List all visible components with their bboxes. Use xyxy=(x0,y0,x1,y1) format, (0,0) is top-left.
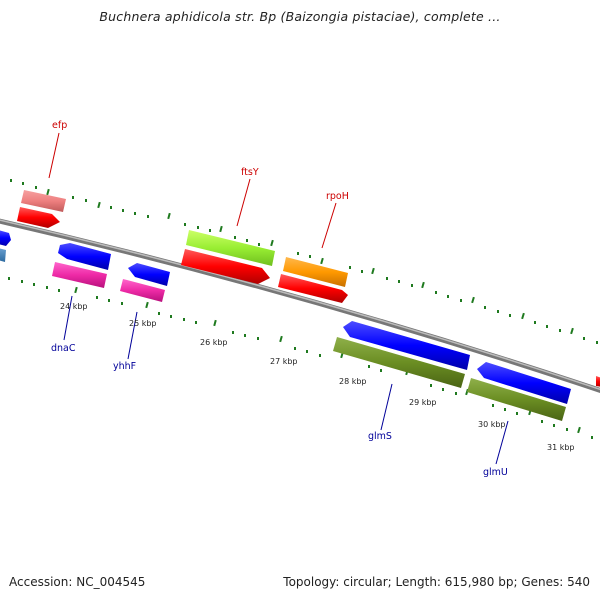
gene-glmS-upper[interactable] xyxy=(343,321,470,370)
kbp-label: 25 kbp xyxy=(129,319,157,328)
genome-backbone xyxy=(0,218,600,393)
gene-arrow-left-edge-blue[interactable] xyxy=(0,230,11,246)
gene-rpoH[interactable] xyxy=(278,274,348,303)
gene-glmU[interactable] xyxy=(467,378,566,421)
kbp-label: 27 kbp xyxy=(270,357,298,366)
label-rpoH[interactable]: rpoH xyxy=(326,191,349,202)
label-glmS[interactable]: glmS xyxy=(368,431,392,442)
gene-dnaC-upper[interactable] xyxy=(58,243,111,270)
gene-ftsY-upper[interactable] xyxy=(186,230,275,266)
gene-right-edge-red[interactable] xyxy=(596,376,600,387)
gene-glmU-upper[interactable] xyxy=(477,362,571,404)
label-ftsY[interactable]: ftsY xyxy=(241,167,259,178)
kbp-label: 24 kbp xyxy=(60,302,88,311)
kbp-label: 29 kbp xyxy=(409,398,437,407)
label-efp[interactable]: efp xyxy=(52,120,67,131)
label-glmU[interactable]: glmU xyxy=(483,467,508,478)
kbp-label: 26 kbp xyxy=(200,338,228,347)
gene-arrow-left-edge-steel[interactable] xyxy=(0,248,6,262)
accession-text: Accession: NC_004545 xyxy=(9,575,146,589)
gene-efp[interactable] xyxy=(17,207,60,228)
gene-yhhF-upper[interactable] xyxy=(128,263,170,286)
label-yhhF[interactable]: yhhF xyxy=(113,361,136,372)
map-title: Buchnera aphidicola str. Bp (Baizongia p… xyxy=(99,9,501,24)
gene-yhhF[interactable] xyxy=(120,279,165,302)
gene-efp-upper[interactable] xyxy=(21,190,66,212)
kbp-label: 31 kbp xyxy=(547,443,575,452)
gene-dnaC[interactable] xyxy=(52,262,107,288)
label-dnaC[interactable]: dnaC xyxy=(51,343,76,354)
gene-rpoH-upper[interactable] xyxy=(283,257,348,287)
outer-tick-ring xyxy=(10,179,598,344)
gene-ftsY[interactable] xyxy=(181,249,270,284)
gene-glmS[interactable] xyxy=(333,337,465,388)
genome-stats-text: Topology: circular; Length: 615,980 bp; … xyxy=(283,575,590,589)
kbp-label: 28 kbp xyxy=(339,377,367,386)
kbp-label: 30 kbp xyxy=(478,420,506,429)
